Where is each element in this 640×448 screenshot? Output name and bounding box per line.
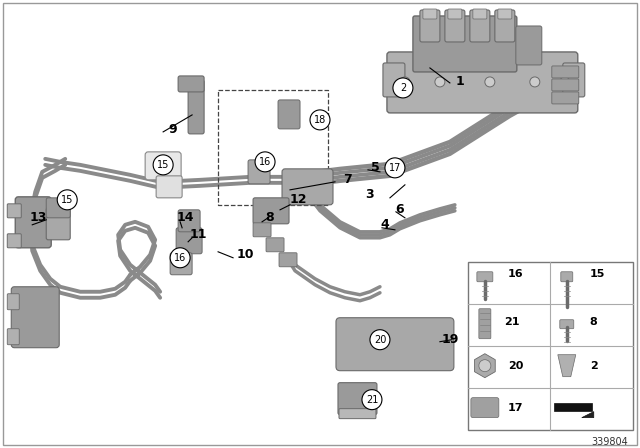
FancyBboxPatch shape [471, 398, 499, 418]
FancyBboxPatch shape [338, 383, 377, 415]
FancyBboxPatch shape [479, 309, 491, 339]
Bar [218, 90, 328, 205]
Bar [554, 403, 592, 411]
Text: 10: 10 [236, 248, 254, 261]
Circle shape [57, 190, 77, 210]
FancyBboxPatch shape [282, 169, 333, 205]
Circle shape [362, 390, 382, 409]
FancyBboxPatch shape [477, 272, 493, 282]
FancyBboxPatch shape [470, 10, 490, 42]
FancyBboxPatch shape [178, 210, 200, 232]
Text: 2: 2 [400, 83, 406, 93]
Text: 16: 16 [508, 269, 524, 279]
FancyBboxPatch shape [445, 10, 465, 42]
Circle shape [530, 77, 540, 87]
FancyBboxPatch shape [176, 228, 202, 254]
Text: 20: 20 [374, 335, 386, 345]
Text: 8: 8 [266, 211, 275, 224]
Bar [468, 262, 633, 430]
FancyBboxPatch shape [473, 9, 487, 19]
FancyBboxPatch shape [145, 152, 181, 180]
Circle shape [393, 78, 413, 98]
Text: 18: 18 [314, 115, 326, 125]
FancyBboxPatch shape [253, 198, 289, 224]
Text: 11: 11 [189, 228, 207, 241]
FancyBboxPatch shape [498, 9, 512, 19]
FancyBboxPatch shape [188, 80, 204, 134]
FancyBboxPatch shape [279, 253, 297, 267]
Text: 2: 2 [590, 361, 598, 370]
FancyBboxPatch shape [12, 287, 60, 348]
Text: 5: 5 [371, 161, 380, 174]
Circle shape [400, 77, 410, 87]
Text: 7: 7 [344, 173, 353, 186]
Circle shape [435, 77, 445, 87]
Circle shape [485, 77, 495, 87]
Circle shape [170, 248, 190, 268]
FancyBboxPatch shape [46, 198, 70, 218]
FancyBboxPatch shape [7, 294, 19, 310]
FancyBboxPatch shape [516, 26, 542, 65]
FancyBboxPatch shape [552, 79, 579, 91]
Circle shape [560, 77, 570, 87]
Text: 8: 8 [590, 317, 598, 327]
FancyBboxPatch shape [383, 63, 405, 97]
FancyBboxPatch shape [170, 253, 192, 275]
FancyBboxPatch shape [413, 16, 517, 72]
Text: 1: 1 [456, 75, 464, 88]
Text: 15: 15 [157, 160, 170, 170]
FancyBboxPatch shape [7, 204, 21, 218]
Text: 16: 16 [259, 157, 271, 167]
FancyBboxPatch shape [448, 9, 462, 19]
FancyBboxPatch shape [266, 238, 284, 252]
Text: 3: 3 [365, 188, 374, 201]
FancyBboxPatch shape [278, 100, 300, 129]
Circle shape [153, 155, 173, 175]
Polygon shape [558, 355, 576, 377]
FancyBboxPatch shape [7, 329, 19, 345]
FancyBboxPatch shape [420, 10, 440, 42]
FancyBboxPatch shape [560, 320, 574, 329]
FancyBboxPatch shape [178, 76, 204, 92]
Text: 17: 17 [508, 403, 524, 413]
Text: 339804: 339804 [591, 437, 628, 447]
Text: 16: 16 [174, 253, 186, 263]
FancyBboxPatch shape [552, 66, 579, 78]
Text: 19: 19 [441, 333, 459, 346]
FancyBboxPatch shape [7, 234, 21, 248]
FancyBboxPatch shape [248, 160, 270, 184]
Text: 15: 15 [590, 269, 605, 279]
FancyBboxPatch shape [561, 272, 573, 282]
FancyBboxPatch shape [339, 409, 376, 418]
FancyBboxPatch shape [563, 63, 585, 97]
Text: 13: 13 [29, 211, 47, 224]
FancyBboxPatch shape [336, 318, 454, 370]
FancyBboxPatch shape [387, 52, 578, 113]
FancyBboxPatch shape [423, 9, 437, 19]
FancyBboxPatch shape [495, 10, 515, 42]
Text: 6: 6 [396, 203, 404, 216]
Circle shape [370, 330, 390, 350]
Circle shape [255, 152, 275, 172]
FancyBboxPatch shape [15, 197, 51, 248]
Circle shape [310, 110, 330, 130]
FancyBboxPatch shape [46, 208, 70, 240]
Text: 12: 12 [289, 194, 307, 207]
FancyBboxPatch shape [156, 176, 182, 198]
Text: 4: 4 [381, 218, 389, 231]
FancyBboxPatch shape [552, 92, 579, 104]
Polygon shape [582, 412, 594, 418]
FancyBboxPatch shape [253, 223, 271, 237]
Text: 21: 21 [366, 395, 378, 405]
Text: 14: 14 [177, 211, 194, 224]
Circle shape [479, 360, 491, 372]
Text: 17: 17 [388, 163, 401, 173]
Text: 9: 9 [169, 123, 177, 136]
Text: 15: 15 [61, 195, 74, 205]
Text: 20: 20 [508, 361, 524, 370]
Text: 21: 21 [504, 317, 519, 327]
Circle shape [385, 158, 405, 178]
